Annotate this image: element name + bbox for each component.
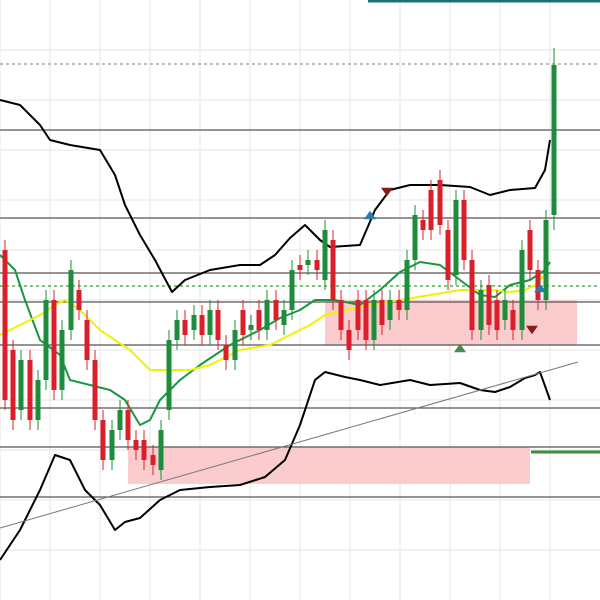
candle-body <box>182 320 188 335</box>
candle-body <box>100 420 106 460</box>
candle-body <box>502 300 508 320</box>
candle-body <box>281 310 287 325</box>
zone <box>128 447 530 484</box>
candle-body <box>486 285 492 325</box>
candle-body <box>535 270 541 300</box>
candle-body <box>10 350 16 420</box>
candle-body <box>469 260 475 330</box>
candle-body <box>158 430 164 470</box>
candle-body <box>420 220 426 230</box>
signal-marker <box>526 325 538 335</box>
candle-body <box>338 300 344 330</box>
candle-body <box>223 345 229 360</box>
candle-body <box>445 230 451 280</box>
candle-body <box>191 315 197 330</box>
candle-body <box>125 410 131 440</box>
candle-body <box>428 190 434 230</box>
candle-body <box>289 270 295 310</box>
candle-body <box>412 215 418 260</box>
indicator-line <box>0 361 579 529</box>
candle-body <box>322 230 328 280</box>
candle-body <box>59 330 65 390</box>
signal-marker <box>381 187 393 197</box>
candle-body <box>478 290 484 330</box>
candle-body <box>305 260 311 265</box>
signal-marker <box>534 283 546 293</box>
indicator-line <box>0 254 551 426</box>
candle-body <box>519 250 525 330</box>
candle-body <box>166 340 172 410</box>
candle-body <box>199 315 205 335</box>
candle-body <box>43 300 49 380</box>
candle-body <box>240 310 246 335</box>
candle-body <box>404 260 410 310</box>
candle-body <box>133 440 139 450</box>
candle-body <box>363 300 369 340</box>
candle-body <box>215 310 221 340</box>
candle-body <box>2 250 8 400</box>
candle-body <box>27 360 33 420</box>
candle-body <box>264 300 270 330</box>
candle-body <box>141 440 147 460</box>
signal-marker <box>364 210 376 220</box>
candle-body <box>232 330 238 360</box>
candle-body <box>273 300 279 320</box>
candle-body <box>346 330 352 350</box>
candle-body <box>256 310 262 330</box>
candle-body <box>109 430 115 460</box>
candle-body <box>248 325 254 330</box>
candle-body <box>551 65 557 215</box>
candle-body <box>68 270 74 330</box>
candle-body <box>510 310 516 330</box>
candle-body <box>330 240 336 300</box>
candle-body <box>355 300 361 330</box>
candle-body <box>174 320 180 340</box>
candle-body <box>494 300 500 330</box>
candle-body <box>371 300 377 340</box>
candle-body <box>84 320 90 360</box>
candle-body <box>314 260 320 270</box>
candle-body <box>76 290 82 310</box>
candle-body <box>396 300 402 310</box>
candle-body <box>51 300 57 390</box>
candle-body <box>527 230 533 270</box>
candle-body <box>117 410 123 430</box>
candle-body <box>387 300 393 320</box>
candle-body <box>379 300 385 325</box>
signal-marker <box>454 343 466 353</box>
candle-body <box>92 360 98 420</box>
candle-body <box>297 265 303 270</box>
candle-body <box>461 200 467 260</box>
candle-body <box>35 380 41 420</box>
candle-body <box>207 310 213 335</box>
candle-body <box>18 360 24 410</box>
candle-body <box>150 455 156 465</box>
candle-body <box>543 220 549 300</box>
indicator-line <box>0 99 551 293</box>
indicator-line <box>0 371 551 561</box>
candle-body <box>453 200 459 275</box>
candle-body <box>437 180 443 225</box>
